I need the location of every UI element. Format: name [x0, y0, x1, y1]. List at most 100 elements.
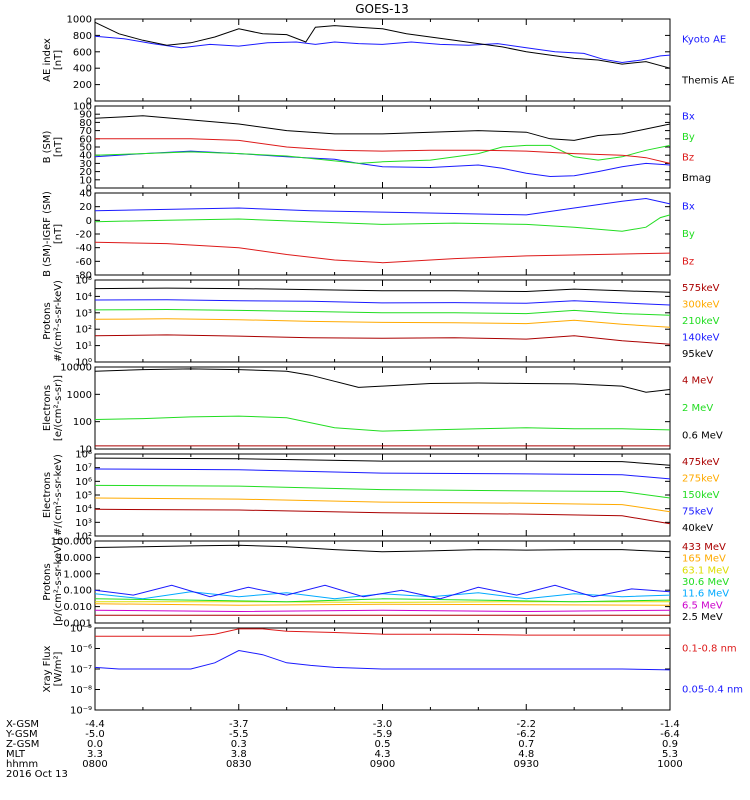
- legend-entry: 475keV: [682, 457, 720, 468]
- legend-entry: 11.6 MeV: [682, 589, 729, 600]
- y-tick-label: -80: [76, 271, 92, 282]
- series-line: [94, 598, 671, 603]
- y-tick-label: 10⁻⁸: [70, 685, 92, 696]
- y-tick-label: 80: [79, 118, 92, 129]
- y-tick-label: -40: [76, 243, 92, 254]
- y-axis-label: #/(cm²-s-sr-keV): [53, 280, 64, 362]
- y-axis-label: Electrons: [42, 385, 53, 431]
- footer-value: -5.0: [85, 729, 105, 740]
- y-axis-label: B (SM): [42, 130, 53, 163]
- y-axis-label: [nT]: [53, 137, 64, 157]
- footer-value: 0.7: [518, 739, 534, 750]
- y-tick-label: 10³: [75, 518, 92, 529]
- panel-4: 10⁰ 10¹ 10² 10³ 10⁴ 10⁵ Protons #/(cm²-s-sr-keV…: [42, 276, 720, 369]
- footer-value: 4.8: [518, 749, 534, 760]
- legend-entry: By: [682, 229, 695, 240]
- y-tick-label: 20: [79, 167, 92, 178]
- legend-entry: 165 MeV: [682, 554, 726, 565]
- y-tick-label: 10²: [75, 532, 92, 543]
- series-line: [94, 241, 671, 264]
- y-tick-label: 100: [73, 417, 92, 428]
- series-line: [94, 484, 671, 499]
- panel-8: 10⁻⁹ 10⁻⁸ 10⁻⁷ 10⁻⁶ 10⁻⁵ Xray Flux [W/m²] 0.1-0…: [42, 624, 743, 717]
- y-axis-label: [nT]: [53, 50, 64, 70]
- y-tick-label: 10⁴: [75, 292, 92, 303]
- y-axis-label: Protons: [42, 563, 53, 600]
- y-axis-label: [W/m²]: [53, 651, 64, 686]
- y-tick-label: 10⁻⁶: [70, 644, 92, 655]
- y-tick-label: 10²: [75, 325, 92, 336]
- legend-entry: 63.1 MeV: [682, 565, 729, 576]
- y-tick-label: 10⁰: [75, 358, 92, 369]
- footer-value: -4.4: [85, 719, 105, 730]
- footer-value: -2.2: [516, 719, 536, 730]
- legend-entry: 275keV: [682, 474, 720, 485]
- legend-entry: 0.1-0.8 nm: [682, 644, 737, 655]
- footer-value: 0.3: [231, 739, 247, 750]
- y-tick-label: 600: [73, 47, 92, 58]
- legend-entry: 75keV: [682, 506, 713, 517]
- y-tick-label: 40: [79, 189, 92, 200]
- legend-entry: 6.5 MeV: [682, 600, 723, 611]
- footer-row-label: Y-GSM: [5, 729, 38, 740]
- y-axis-label: Xray Flux: [42, 645, 53, 692]
- footer-date: 2016 Oct 13: [6, 769, 68, 780]
- series-line: [94, 299, 671, 306]
- series-line: [94, 544, 671, 553]
- y-tick-label: 50: [79, 143, 92, 154]
- y-tick-label: 200: [73, 80, 92, 91]
- series-line: [94, 287, 671, 293]
- series-line: [94, 591, 671, 600]
- y-tick-label: 1000: [67, 15, 92, 26]
- series-line: [94, 144, 671, 164]
- legend-entry: 300keV: [682, 300, 720, 311]
- footer-value: 3.8: [231, 749, 247, 760]
- series-line: [94, 603, 671, 606]
- y-tick-label: 0: [86, 184, 92, 195]
- y-tick-label: 0: [86, 97, 92, 108]
- footer-value: -5.9: [373, 729, 393, 740]
- legend-entry: 0.05-0.4 nm: [682, 685, 743, 696]
- footer-value: 1000: [657, 759, 682, 770]
- panel-7: 0.001 0.010 0.100 1.000 10.000 100.000 Protons…: [42, 537, 729, 630]
- footer-value: -3.0: [373, 719, 393, 730]
- y-axis-label: [p/(cm²-s-sr-keV)]: [53, 538, 64, 626]
- figure-title: GOES-13: [355, 2, 409, 16]
- y-tick-label: 1.000: [63, 569, 92, 580]
- series-line: [94, 318, 671, 328]
- legend-entry: Themis AE: [681, 76, 735, 87]
- panel-frame: [94, 453, 671, 537]
- footer-value: 0830: [226, 759, 251, 770]
- footer: X-GSM -4.4 -3.7 -3.0 -2.2 -1.4 Y-GSM -5.0 -5.5 -5…: [5, 719, 683, 780]
- series-line: [94, 649, 671, 671]
- footer-value: 0930: [514, 759, 539, 770]
- series-line: [94, 21, 671, 69]
- footer-value: 4.3: [375, 749, 391, 760]
- series-line: [94, 609, 671, 613]
- y-tick-label: 10³: [75, 308, 92, 319]
- series-line: [94, 150, 671, 178]
- y-tick-label: 10⁻⁵: [70, 624, 92, 635]
- footer-row-label: X-GSM: [6, 719, 39, 730]
- y-axis-label: Protons: [42, 302, 53, 339]
- y-tick-label: 10000: [60, 363, 92, 374]
- y-tick-label: 100: [73, 102, 92, 113]
- series-line: [94, 308, 671, 316]
- y-tick-label: 0.010: [63, 602, 92, 613]
- legend-entry: Bmag: [682, 173, 711, 184]
- footer-value: 0.5: [375, 739, 391, 750]
- y-tick-label: 0.001: [63, 619, 92, 630]
- y-axis-label: [nT]: [53, 224, 64, 244]
- legend-entry: 150keV: [682, 490, 720, 501]
- y-axis-label: [e/(cm²-s-sr)]: [53, 375, 64, 441]
- y-tick-label: 10⁷: [75, 463, 92, 474]
- footer-value: 0.9: [662, 739, 678, 750]
- series-line: [94, 584, 671, 600]
- y-tick-label: 800: [73, 31, 92, 42]
- footer-row-label: hhmm: [6, 759, 38, 770]
- panel-frame: [94, 105, 671, 189]
- y-tick-label: 0: [86, 216, 92, 227]
- footer-value: 3.3: [87, 749, 103, 760]
- y-tick-label: 10: [79, 445, 92, 456]
